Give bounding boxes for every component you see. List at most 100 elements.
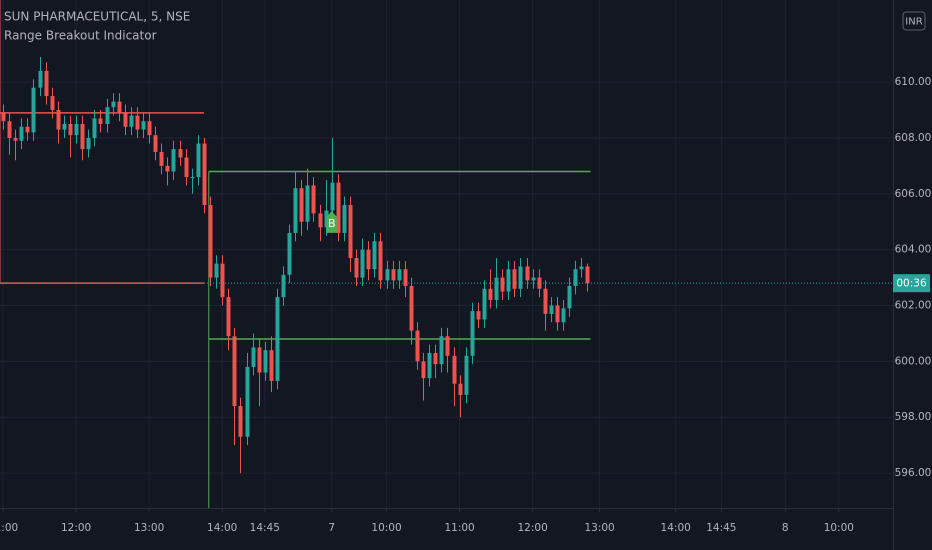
y-tick-label: 598.00 — [895, 411, 932, 423]
candle-body — [50, 96, 55, 111]
candle-body — [585, 266, 590, 284]
candle-body — [549, 305, 554, 314]
plot: B — [0, 0, 893, 508]
candle-body — [165, 165, 170, 172]
x-tick-label: 11:00 — [0, 522, 18, 534]
last-price-badge — [893, 274, 930, 293]
candle-body — [25, 126, 30, 133]
x-tick-label: 13:00 — [134, 522, 164, 534]
candle-body — [567, 285, 572, 309]
candle-body — [92, 118, 97, 138]
candle-body — [281, 274, 286, 298]
candle-body — [482, 288, 487, 320]
candle-body — [111, 101, 116, 108]
candle-body — [494, 277, 499, 300]
candle-body — [409, 285, 414, 331]
candle-body — [324, 210, 329, 228]
candle-body — [476, 311, 481, 320]
candle-body — [7, 121, 12, 138]
y-tick-label: 610.00 — [895, 76, 932, 88]
x-tick-label: 14:00 — [661, 522, 691, 534]
candle-body — [184, 157, 189, 178]
candle-body — [299, 188, 304, 222]
candle-body — [68, 123, 73, 136]
candle-body — [86, 137, 91, 150]
candle-body — [305, 185, 310, 222]
candle-body — [135, 115, 140, 130]
candle-body — [196, 143, 201, 178]
x-tick-label: 7 — [328, 522, 335, 534]
signal-marker — [326, 210, 337, 233]
candle-body — [488, 288, 493, 300]
candle-body — [561, 308, 566, 323]
candle-body — [500, 277, 505, 292]
signal-label: B — [328, 217, 336, 230]
candle-body — [293, 188, 298, 233]
y-tick-label: 600.00 — [895, 355, 932, 367]
x-tick-label: 12:00 — [518, 522, 548, 534]
candle-body — [74, 123, 79, 136]
candle-body — [56, 110, 61, 130]
candle-body — [439, 336, 444, 365]
candle-body — [178, 149, 183, 158]
candle-body — [98, 118, 103, 124]
y-tick-label: 596.00 — [895, 467, 932, 479]
candle-body — [415, 330, 420, 362]
candle-body — [190, 177, 195, 179]
x-tick-label: 14:00 — [207, 522, 237, 534]
candle-body — [311, 185, 316, 214]
candle-body — [573, 269, 578, 286]
candle-body — [512, 269, 517, 289]
candle-body — [251, 347, 256, 367]
candle-body — [531, 277, 536, 281]
candle-body — [385, 269, 390, 281]
candle-body — [123, 112, 128, 127]
candle-body — [269, 350, 274, 381]
candle-body — [433, 353, 438, 365]
grid — [0, 0, 893, 508]
candle-body — [464, 355, 469, 395]
x-tick-label: 13:00 — [584, 522, 614, 534]
candle-body — [330, 182, 335, 211]
candle-body — [1, 112, 6, 122]
candle-body — [421, 361, 426, 379]
candle-body — [263, 350, 268, 373]
candle-body — [366, 249, 371, 270]
candle-body — [245, 366, 250, 437]
candle-body — [378, 241, 383, 281]
candle-body — [318, 213, 323, 228]
candle-body — [452, 355, 457, 384]
currency-label[interactable]: INR — [905, 17, 922, 28]
candle-body — [543, 288, 548, 314]
candle-body — [147, 121, 152, 136]
candle-body — [226, 297, 231, 337]
candle-body — [171, 149, 176, 172]
candle-body — [372, 241, 377, 270]
candle-body — [141, 121, 146, 130]
currency-badge[interactable] — [902, 11, 926, 31]
x-tick-label: 10:00 — [824, 522, 854, 534]
x-tick-label: 14:45 — [250, 522, 280, 534]
x-tick-label: 11:00 — [444, 522, 474, 534]
candle-body — [232, 336, 237, 407]
candle-body — [342, 204, 347, 233]
candle-body — [506, 269, 511, 292]
candle-body — [31, 87, 36, 133]
y-tick-label: 606.00 — [895, 188, 932, 200]
candle-body — [458, 383, 463, 395]
candle-body — [287, 232, 292, 275]
candle-body — [427, 353, 432, 379]
candle-body — [238, 406, 243, 437]
candle-body — [62, 123, 67, 130]
candle-body — [214, 263, 219, 278]
indicator-name: Range Breakout Indicator — [4, 29, 157, 43]
candle-body — [208, 204, 213, 278]
candle-body — [117, 101, 122, 113]
candle-body — [579, 266, 584, 270]
candle-body — [105, 107, 110, 124]
candle-body — [360, 249, 365, 278]
candle-body — [220, 263, 225, 298]
